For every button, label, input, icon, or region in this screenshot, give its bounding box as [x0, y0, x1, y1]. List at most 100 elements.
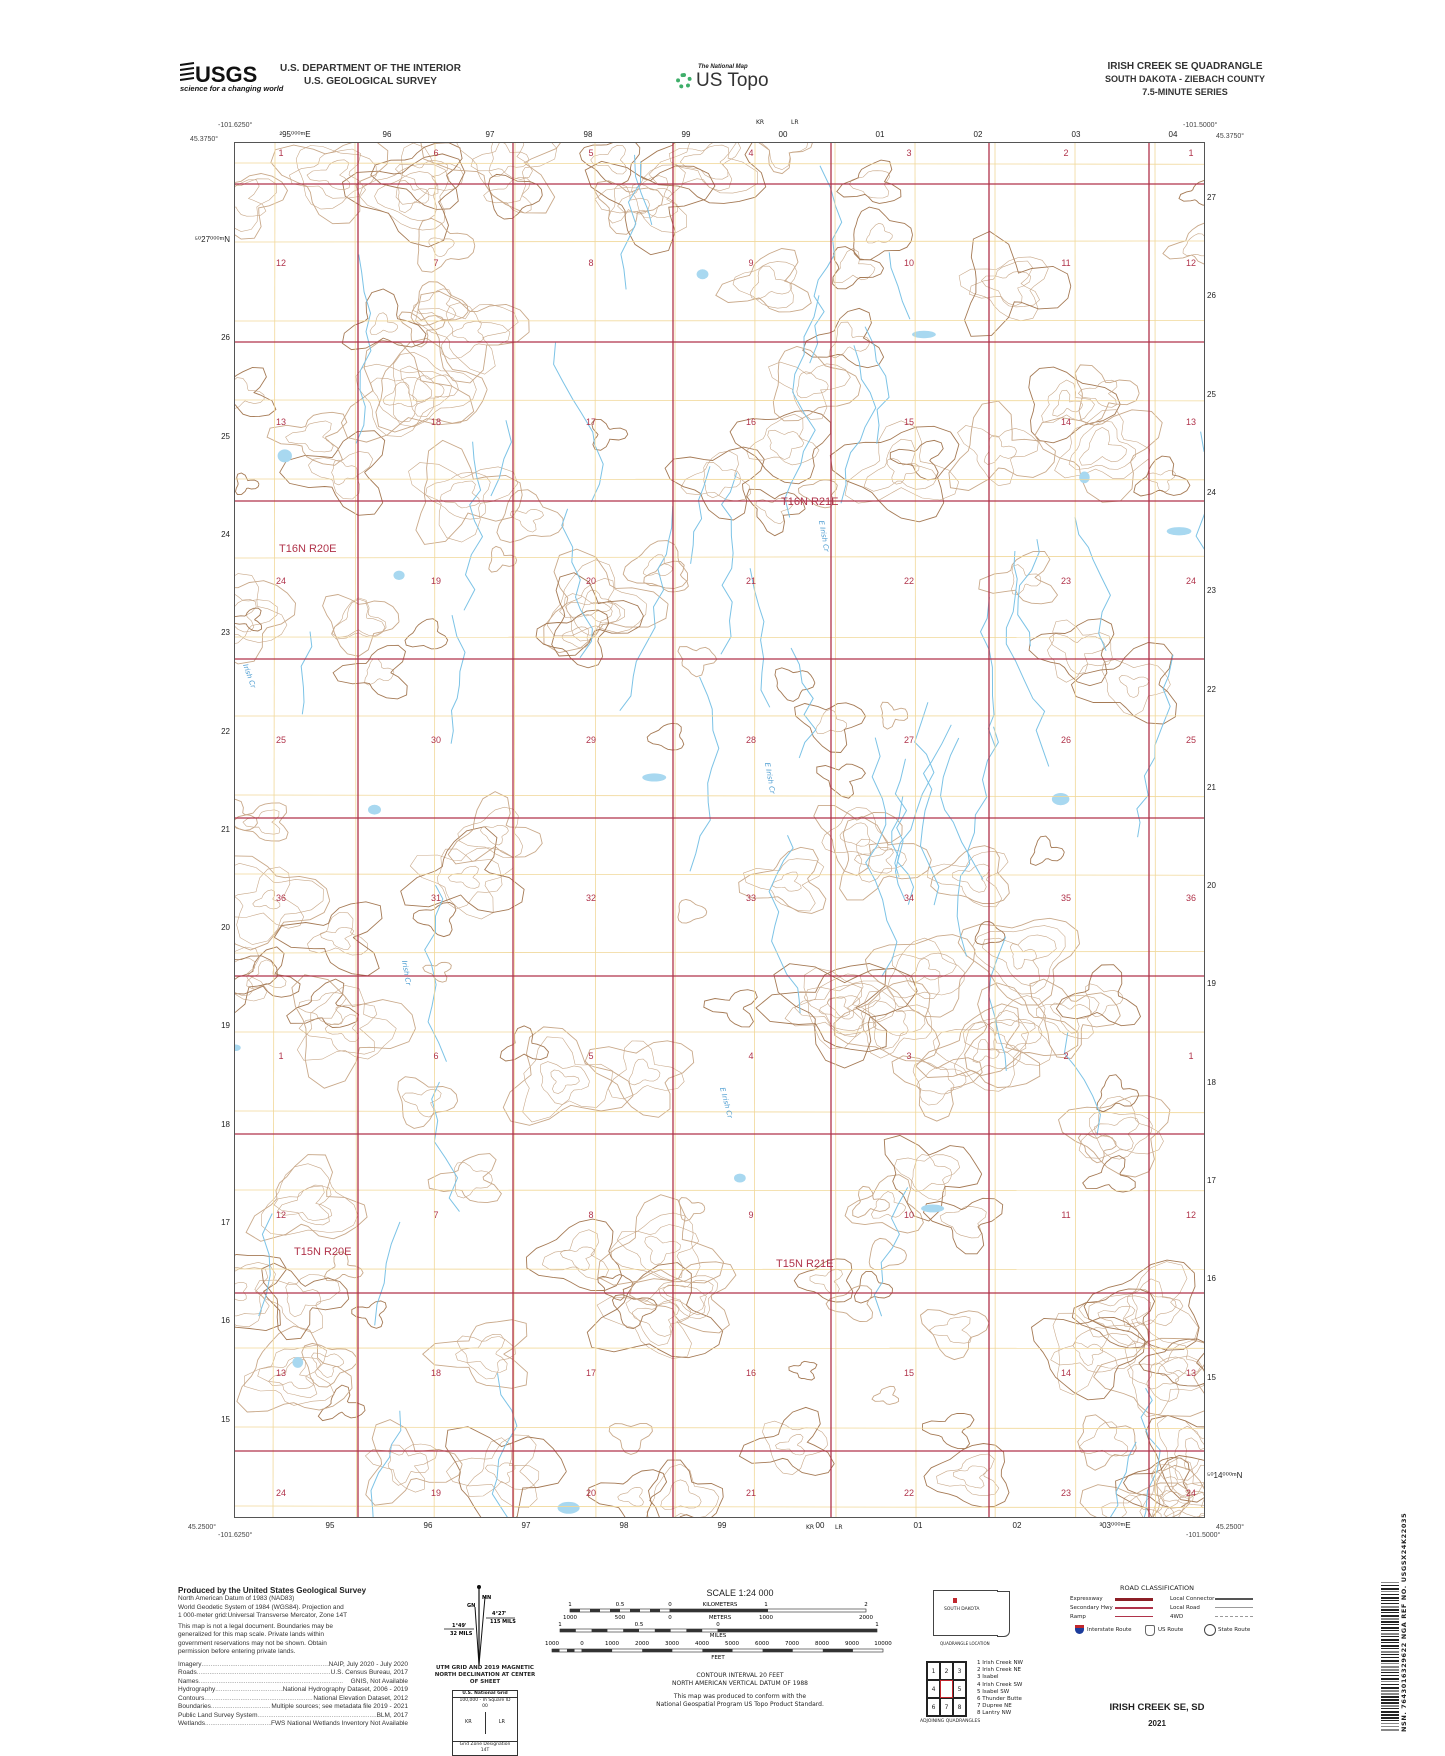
adjoining-cell: 5 [953, 1680, 966, 1698]
mi-label: 1 [558, 1622, 562, 1628]
utm-easting-top: 01 [860, 130, 900, 139]
scale-segment [650, 1609, 660, 1612]
stream [691, 466, 710, 564]
plss-line [235, 637, 1204, 638]
section-number: 3 [906, 148, 911, 158]
section-number: 8 [588, 1210, 593, 1220]
ft-label: 9000 [845, 1641, 859, 1647]
section-number: 22 [904, 576, 914, 586]
source-value: National Elevation Dataset, 2012 [313, 1695, 408, 1704]
source-row: Contours................................… [178, 1695, 408, 1704]
contour-line [371, 377, 432, 421]
ft-label: 5000 [725, 1641, 739, 1647]
gn-mils: 32 MILS [450, 1631, 473, 1637]
contour-line [1010, 944, 1036, 970]
plss-line [235, 1427, 1204, 1429]
utm-easting-top: 99 [666, 130, 706, 139]
section-number: 2 [1063, 1051, 1068, 1061]
scale-segment [702, 1649, 732, 1652]
contour-line [418, 218, 475, 272]
utm-northing-right: 16 [1207, 1274, 1216, 1283]
contour-line [547, 560, 646, 636]
section-number: 15 [904, 417, 914, 427]
contour-line [401, 827, 524, 913]
section-number: 12 [276, 1210, 286, 1220]
stream [375, 1222, 400, 1325]
gzd-bottom-left: KR [806, 1524, 814, 1531]
usng-left: KR [465, 1719, 472, 1725]
plss-line [595, 143, 596, 1517]
section-number: 3 [906, 1051, 911, 1061]
usng-00: 00 [453, 1704, 517, 1710]
source-value: GNIS, Not Available [351, 1678, 408, 1687]
section-number: 24 [1186, 1488, 1196, 1498]
contour-line [416, 440, 522, 544]
contour-line [913, 1062, 966, 1106]
source-row: Roads...................................… [178, 1669, 408, 1678]
pond [697, 269, 709, 279]
contour-line [810, 1269, 843, 1293]
contour-line [383, 382, 417, 407]
contour-line [837, 160, 901, 203]
usgs-tagline: science for a changing world [180, 84, 270, 93]
source-value: Multiple sources; see metadata file 2019… [271, 1703, 408, 1712]
contour-line [678, 900, 707, 924]
contour-line [647, 1464, 719, 1517]
mn-angle: 4°27' [492, 1611, 507, 1617]
legend-expressway: Expressway [1070, 1596, 1103, 1602]
stream [941, 738, 983, 879]
contour-line [933, 1019, 1029, 1091]
contour-line [1083, 1156, 1136, 1192]
state-locator-map: SOUTH DAKOTA [933, 1590, 998, 1636]
gn-angle: 1°49' [452, 1623, 467, 1629]
contour-line [398, 1077, 458, 1129]
contour-line [646, 1460, 723, 1517]
scale-title: SCALE 1:24 000 [540, 1588, 940, 1598]
adjoining-name: 4 Irish Creek SW [977, 1682, 1023, 1689]
section-number: 13 [276, 1368, 286, 1378]
adjoining-cell: 2 [940, 1662, 953, 1680]
source-key: Boundaries [178, 1703, 211, 1712]
section-number: 24 [276, 576, 286, 586]
legend-secondary: Secondary Hwy [1070, 1605, 1113, 1611]
contour-line [1102, 660, 1171, 716]
stream [432, 1082, 460, 1212]
ft-label: 4000 [695, 1641, 709, 1647]
contour-line [869, 1000, 926, 1049]
contour-line [609, 1424, 652, 1455]
section-number: 28 [746, 735, 756, 745]
stream-name: E Irish Cr [718, 1086, 734, 1120]
contour-line [743, 859, 823, 911]
contour-line [332, 460, 358, 485]
section-number: 30 [431, 735, 441, 745]
plss-line [235, 1190, 1204, 1191]
contour-line [994, 1010, 1042, 1052]
section-number: 12 [276, 258, 286, 268]
section-number: 35 [1061, 893, 1071, 903]
utm-easting-bottom: 99 [697, 1521, 747, 1530]
section-number: 5 [588, 148, 593, 158]
contour-line [371, 143, 462, 209]
section-number: 24 [276, 1488, 286, 1498]
datum-3: 1 000-meter grid:Universal Transverse Me… [178, 1612, 408, 1621]
stream [301, 632, 312, 715]
pond [1167, 527, 1192, 535]
contour-line [235, 1282, 247, 1300]
contour-line [423, 962, 452, 982]
contour-line [235, 378, 264, 410]
utm-northing-left: 19 [221, 1021, 230, 1030]
section-number: 15 [904, 1368, 914, 1378]
plss-line [235, 241, 1204, 242]
scale-segment [567, 1649, 575, 1652]
section-number: 19 [431, 1488, 441, 1498]
contour-line [845, 1175, 923, 1233]
contour-line [409, 463, 518, 542]
nw-lat: 45.3750° [190, 136, 218, 143]
contour-line [1031, 836, 1065, 865]
gzd-bottom-right: LR [835, 1524, 843, 1531]
stream [981, 597, 996, 748]
section-number: 19 [431, 576, 441, 586]
